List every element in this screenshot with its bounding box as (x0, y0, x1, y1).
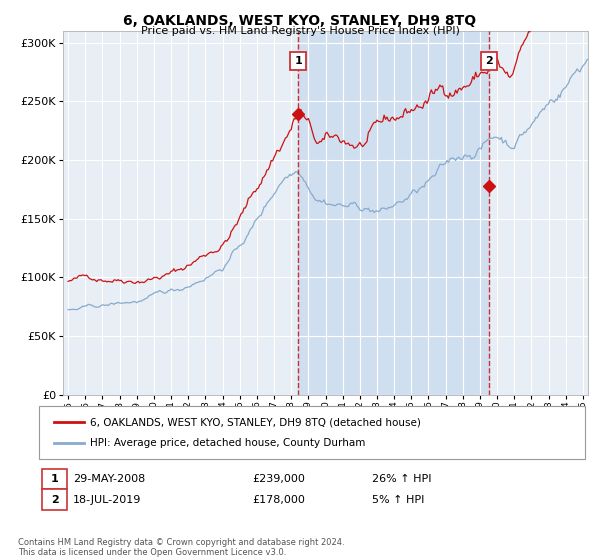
Text: 26% ↑ HPI: 26% ↑ HPI (372, 474, 431, 484)
Text: 2: 2 (485, 57, 493, 66)
Text: 2: 2 (51, 494, 58, 505)
Text: Price paid vs. HM Land Registry's House Price Index (HPI): Price paid vs. HM Land Registry's House … (140, 26, 460, 36)
Text: 1: 1 (295, 57, 302, 66)
Text: Contains HM Land Registry data © Crown copyright and database right 2024.
This d: Contains HM Land Registry data © Crown c… (18, 538, 344, 557)
Text: 29-MAY-2008: 29-MAY-2008 (73, 474, 145, 484)
Bar (298, 31, 489, 395)
Text: 6, OAKLANDS, WEST KYO, STANLEY, DH9 8TQ: 6, OAKLANDS, WEST KYO, STANLEY, DH9 8TQ (124, 14, 476, 28)
Text: 6, OAKLANDS, WEST KYO, STANLEY, DH9 8TQ (detached house): 6, OAKLANDS, WEST KYO, STANLEY, DH9 8TQ … (90, 417, 421, 427)
Text: 5% ↑ HPI: 5% ↑ HPI (372, 494, 424, 505)
Text: HPI: Average price, detached house, County Durham: HPI: Average price, detached house, Coun… (90, 438, 365, 448)
Text: £239,000: £239,000 (252, 474, 305, 484)
Text: £178,000: £178,000 (252, 494, 305, 505)
Text: 1: 1 (51, 474, 58, 484)
Text: 18-JUL-2019: 18-JUL-2019 (73, 494, 142, 505)
